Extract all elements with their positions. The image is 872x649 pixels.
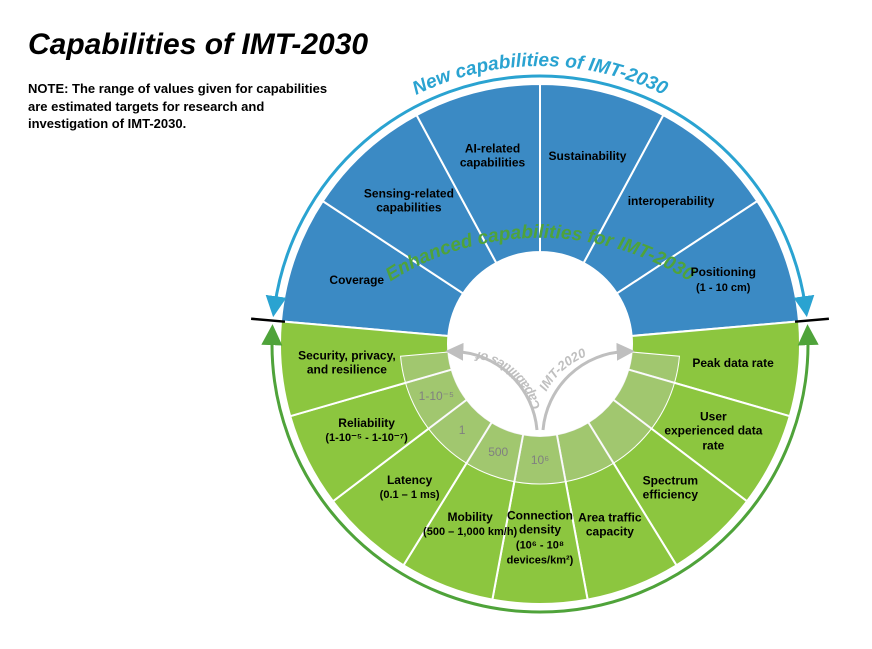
capabilities-chart: New capabilities of IMT-2030Enhanced cap… [240, 44, 840, 644]
svg-text:Capabilities of: Capabilities of [473, 348, 543, 411]
svg-text:IMT-2020: IMT-2020 [536, 345, 589, 394]
